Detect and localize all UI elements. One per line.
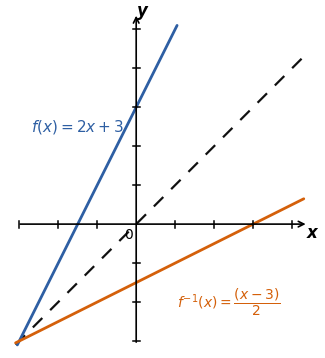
Text: 0: 0 [124,228,133,242]
Text: y: y [136,1,148,20]
Text: x: x [306,224,317,242]
Text: $f(x) = 2x + 3$: $f(x) = 2x + 3$ [31,118,124,136]
Text: $f^{-1}(x) = \dfrac{(x-3)}{2}$: $f^{-1}(x) = \dfrac{(x-3)}{2}$ [177,286,281,318]
